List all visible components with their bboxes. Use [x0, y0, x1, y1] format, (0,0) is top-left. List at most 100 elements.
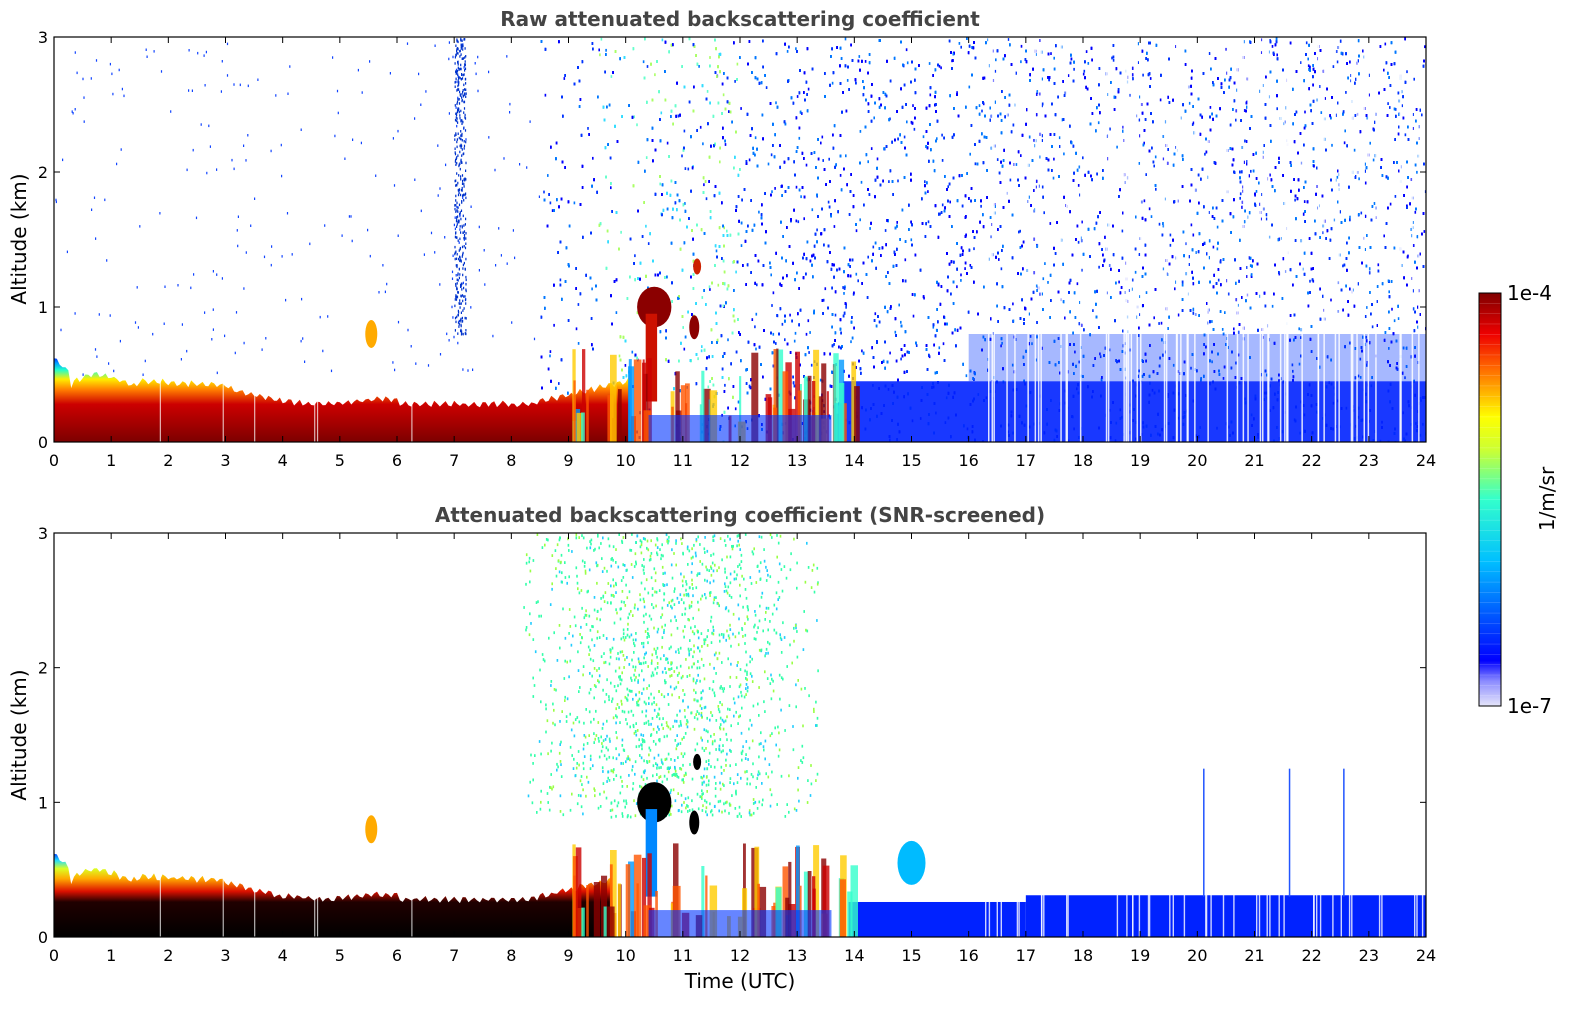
noise-speck [457, 96, 459, 100]
noise-speck [234, 351, 236, 355]
noise-speck [740, 107, 742, 110]
noise-speck [684, 167, 687, 170]
noise-speck [801, 112, 803, 115]
noise-speck [457, 98, 459, 101]
noise-speck [74, 312, 76, 315]
noise-speck [456, 236, 458, 239]
noise-speck [460, 47, 462, 50]
noise-speck [458, 164, 460, 168]
noise-speck [116, 162, 118, 166]
noise-speck [1015, 163, 1018, 166]
noise-speck [455, 106, 457, 109]
noise-speck [452, 254, 454, 257]
noise-speck [889, 351, 891, 355]
noise-speck [458, 102, 461, 105]
noise-speck [859, 130, 862, 133]
noise-speck [681, 154, 683, 158]
noise-speck [1050, 52, 1052, 55]
noise-speck [459, 306, 461, 309]
noise-speck [206, 171, 208, 175]
noise-speck [794, 331, 797, 335]
noise-speck [456, 69, 459, 73]
noise-speck [456, 264, 458, 267]
noise-speck [448, 339, 450, 342]
noise-speck [474, 62, 476, 65]
noise-speck [458, 241, 460, 244]
noise-speck [519, 163, 521, 166]
noise-speck [850, 340, 852, 344]
noise-speck [1224, 311, 1226, 314]
noise-speck [819, 378, 822, 382]
noise-speck [152, 332, 154, 336]
noise-speck [455, 298, 458, 301]
noise-speck [455, 232, 457, 235]
noise-speck [457, 181, 459, 185]
noise-speck [452, 55, 454, 59]
noise-speck [1377, 263, 1380, 267]
noise-speck [758, 210, 760, 214]
noise-speck [463, 233, 466, 237]
noise-speck [456, 38, 458, 41]
noise-speck [458, 77, 460, 80]
noise-speck [455, 68, 458, 72]
noise-speck [805, 332, 808, 336]
noise-speck [457, 239, 459, 242]
noise-speck [454, 245, 456, 249]
noise-speck [1159, 98, 1162, 102]
noise-speck [822, 298, 825, 302]
noise-speck [460, 109, 462, 113]
noise-speck [460, 311, 462, 314]
noise-speck [463, 230, 466, 233]
noise-speck [1249, 264, 1252, 267]
noise-speck [1357, 374, 1360, 378]
noise-speck [462, 196, 464, 199]
noise-speck [998, 258, 1000, 261]
noise-speck [816, 228, 818, 232]
noise-speck [463, 111, 465, 114]
noise-speck [455, 158, 457, 162]
noise-speck [226, 42, 229, 46]
noise-speck [456, 89, 458, 92]
noise-speck [120, 148, 122, 151]
noise-speck [456, 100, 459, 104]
noise-speck [226, 74, 229, 77]
noise-speck [109, 314, 111, 317]
noise-speck [461, 288, 463, 291]
noise-speck [109, 62, 111, 66]
panel-raw-title: Raw attenuated backscattering coefficien… [500, 7, 980, 31]
noise-speck [456, 225, 458, 228]
noise-speck [1073, 67, 1075, 71]
noise-speck [563, 77, 566, 80]
noise-speck [756, 283, 758, 287]
noise-speck [463, 147, 465, 150]
noise-speck [455, 250, 457, 253]
noise-speck [1291, 363, 1294, 367]
noise-speck [334, 134, 336, 138]
noise-speck [461, 57, 463, 60]
noise-speck [1298, 362, 1301, 366]
noise-speck [461, 294, 464, 297]
noise-speck [740, 244, 743, 247]
noise-speck [451, 305, 453, 309]
noise-speck [104, 198, 106, 202]
noise-speck [164, 285, 166, 288]
noise-speck [415, 362, 417, 365]
noise-speck [1414, 210, 1417, 214]
noise-speck [456, 47, 458, 51]
noise-speck [454, 304, 456, 308]
noise-speck [707, 385, 710, 389]
noise-speck [270, 263, 272, 267]
noise-speck [843, 292, 845, 295]
noise-speck [463, 182, 465, 186]
noise-speck [751, 318, 754, 321]
noise-speck [462, 251, 464, 255]
noise-speck [949, 200, 951, 204]
noise-speck [772, 291, 775, 295]
noise-speck [1098, 265, 1100, 269]
noise-speck [464, 267, 466, 271]
noise-speck [462, 253, 464, 256]
noise-speck [455, 77, 457, 81]
noise-speck [549, 201, 552, 205]
noise-speck [188, 89, 190, 92]
noise-speck [1099, 352, 1101, 356]
